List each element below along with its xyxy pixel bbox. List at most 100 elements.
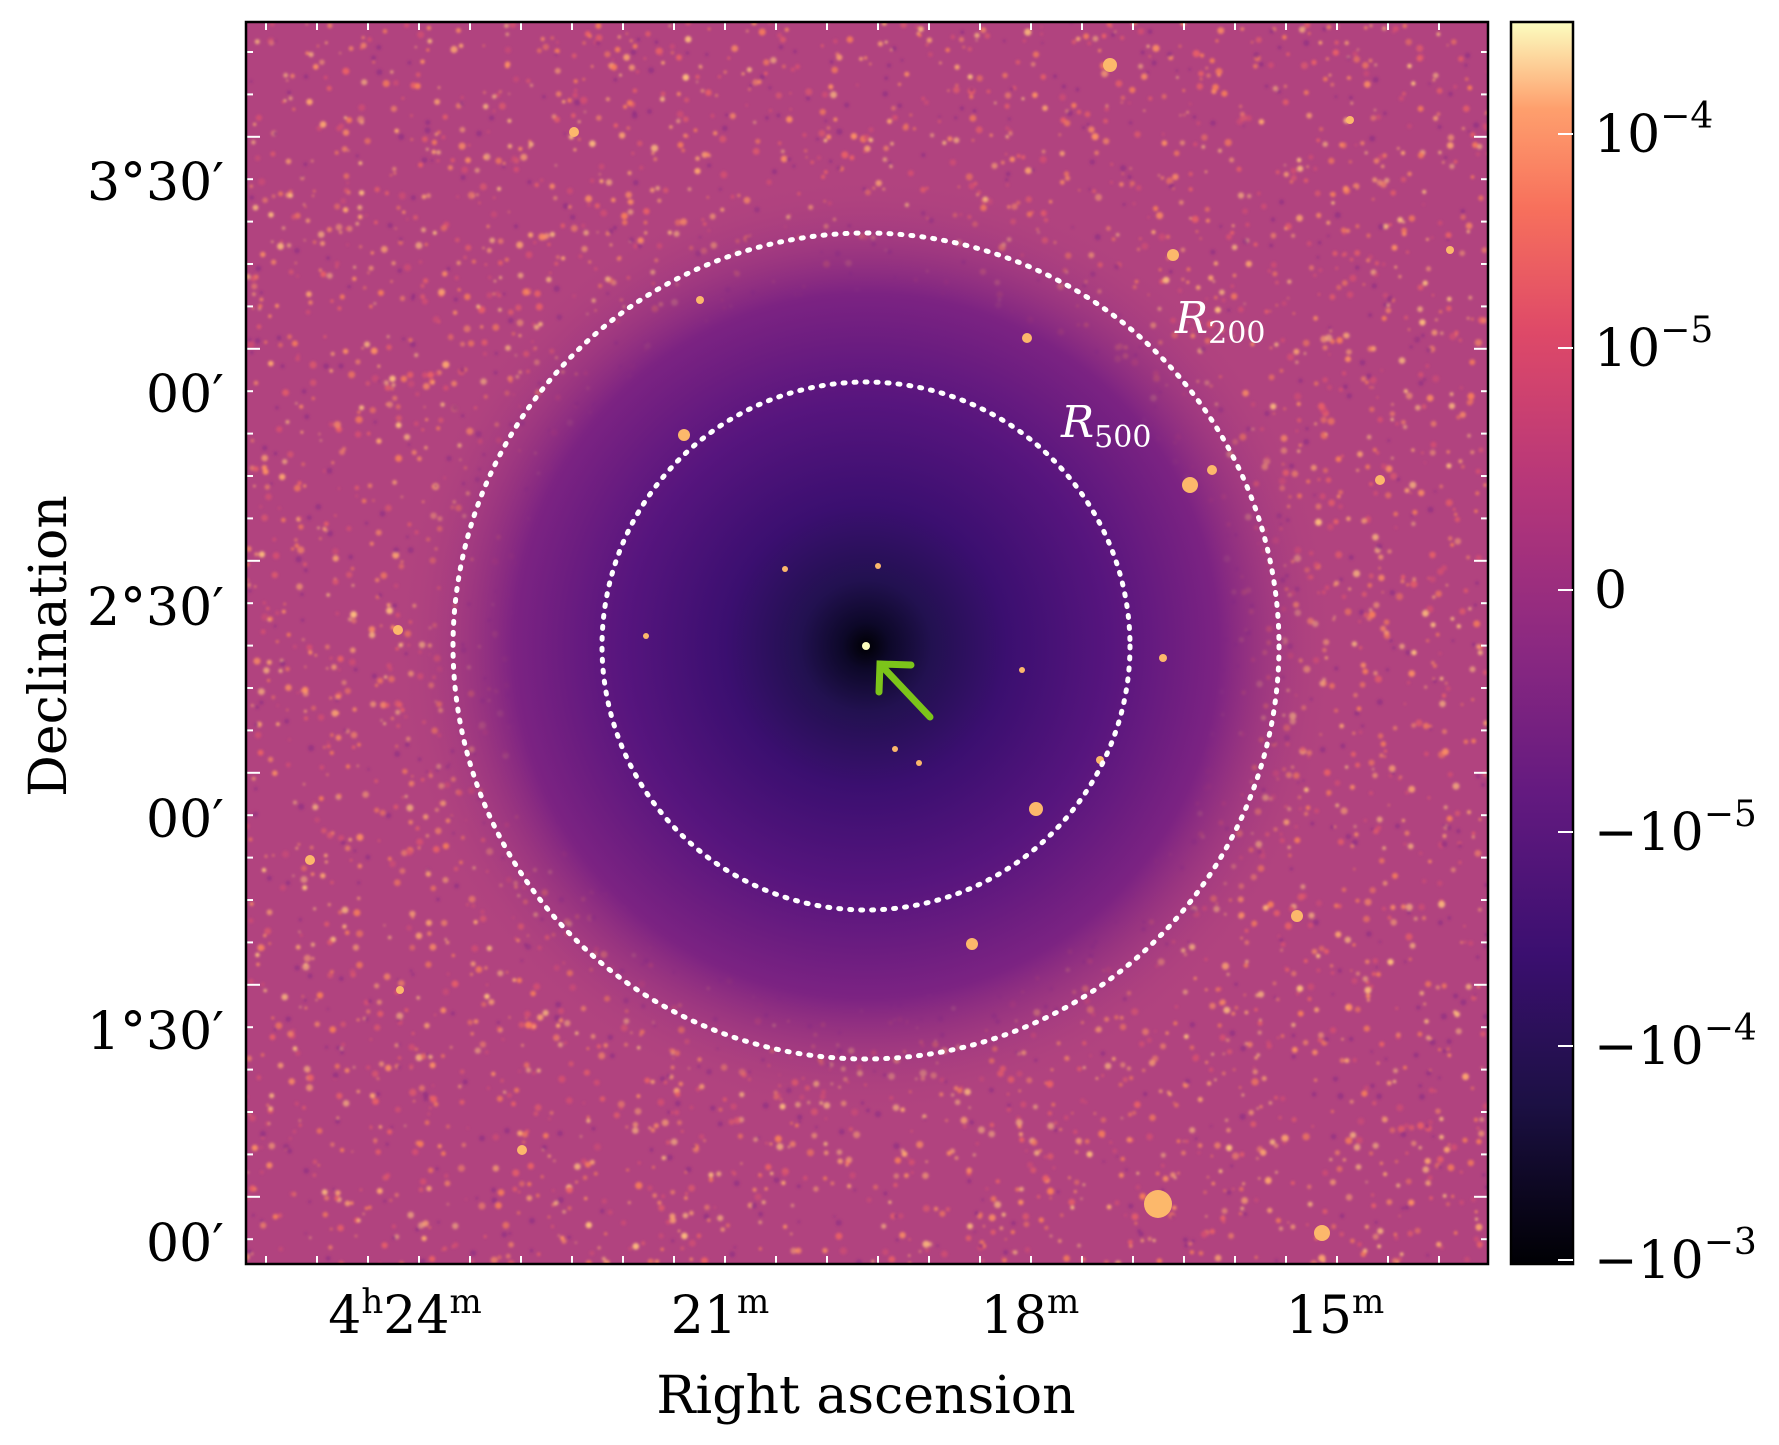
noise-dark-speck [824,119,828,123]
noise-speck [502,162,506,165]
noise-speck [497,1255,502,1260]
noise-speck [473,920,478,925]
noise-speck [831,66,838,74]
noise-speck [262,197,268,203]
noise-speck [437,86,441,89]
noise-speck [1280,942,1286,947]
noise-speck [1213,261,1219,266]
noise-speck [1121,172,1124,175]
noise-speck [769,109,773,113]
noise-speck [683,116,689,123]
noise-speck [350,1201,354,1205]
noise-speck [422,383,430,390]
noise-speck [320,271,327,278]
noise-speck [1417,284,1424,291]
noise-speck [1039,156,1047,163]
noise-speck [346,181,349,184]
noise-speck [268,1106,274,1111]
noise-speck [1356,468,1360,472]
noise-speck [1275,170,1280,175]
noise-speck [790,1247,797,1255]
noise-speck [939,1210,946,1217]
noise-speck [627,171,632,175]
noise-speck [1328,73,1332,77]
noise-speck [344,116,347,120]
noise-speck [1160,176,1165,180]
noise-speck [367,483,373,489]
noise-speck [1131,1213,1139,1221]
noise-speck [1197,1151,1201,1155]
noise-speck [461,1142,466,1148]
noise-speck [294,543,300,548]
noise-speck [266,909,273,916]
noise-speck [622,219,628,226]
noise-speck [551,1225,554,1228]
noise-dark-speck [608,228,614,234]
noise-speck [755,138,761,144]
noise-speck [1474,850,1482,857]
noise-speck [933,1206,939,1211]
noise-speck [299,933,303,937]
noise-speck [1388,773,1393,778]
noise-speck [984,33,991,39]
noise-speck [752,1187,757,1192]
noise-dark-speck [1229,1030,1236,1037]
noise-speck [1100,1117,1107,1123]
noise-speck [1080,1098,1085,1103]
point-source [966,938,978,950]
noise-dark-speck [883,1191,888,1196]
noise-speck [479,183,487,191]
noise-dark-speck [1226,308,1231,313]
noise-speck [532,1024,536,1029]
noise-speck [1148,96,1153,101]
noise-speck [674,1091,681,1097]
noise-dark-speck [974,1210,980,1216]
noise-speck [804,149,808,153]
point-source [1144,1190,1172,1218]
noise-speck [367,271,370,275]
noise-speck [375,683,378,687]
noise-speck [345,227,349,231]
noise-speck [1136,1171,1140,1175]
noise-speck [1429,449,1436,456]
noise-dark-speck [1483,944,1488,949]
noise-speck [1269,310,1272,313]
noise-speck [1276,997,1280,1002]
noise-dark-speck [1372,76,1379,83]
noise-speck [518,1070,521,1073]
noise-speck [1221,90,1228,97]
noise-speck [330,351,335,356]
noise-speck [326,667,329,670]
noise-speck [525,1017,528,1020]
central-bright-source [862,642,870,650]
noise-speck [1355,1136,1363,1144]
noise-speck [420,283,425,288]
noise-speck [321,1189,328,1196]
noise-speck [1474,1210,1478,1214]
noise-speck [670,51,675,55]
noise-speck [1402,91,1406,96]
noise-speck [1424,685,1428,689]
noise-speck [357,410,361,414]
noise-speck [1476,1138,1482,1145]
noise-speck [1376,816,1383,823]
noise-speck [1373,602,1380,609]
noise-speck [1397,217,1404,223]
noise-speck [492,1134,499,1141]
noise-speck [1422,609,1429,617]
noise-speck [258,688,265,695]
noise-speck [1482,1103,1488,1110]
noise-speck [1244,1010,1249,1015]
noise-speck [1383,223,1389,230]
noise-speck [1386,303,1391,307]
noise-speck [758,1173,761,1176]
noise-speck [1466,555,1470,560]
noise-speck [416,838,424,846]
noise-speck [1450,1144,1458,1151]
noise-speck [1193,142,1198,147]
noise-speck [330,299,334,303]
noise-speck [483,351,487,356]
noise-dark-speck [1277,45,1282,50]
noise-speck [504,61,511,67]
noise-speck [1101,33,1107,39]
